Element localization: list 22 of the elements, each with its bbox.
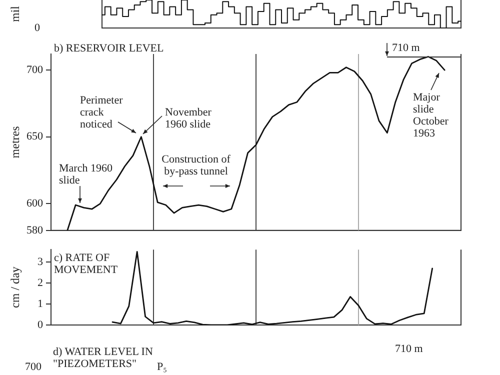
text: P₅ bbox=[157, 361, 167, 373]
chart-title: b) RESERVOIR LEVEL bbox=[54, 42, 164, 54]
y-tick-label: 650 bbox=[26, 130, 44, 143]
y-tick-label: 1 bbox=[38, 298, 43, 310]
annotation: Construction of by-pass tunnel bbox=[162, 153, 231, 178]
text: 710 m bbox=[392, 42, 420, 54]
y-tick-label: 700 bbox=[26, 64, 44, 76]
annotation: Perimeter crack noticed bbox=[80, 94, 124, 130]
text: 710 m bbox=[395, 343, 423, 355]
text: d) WATER LEVEL IN "PIEZOMETERS" bbox=[53, 346, 153, 370]
y-tick-label: 580 bbox=[26, 224, 44, 236]
text: c) RATE OF MOVEMENT bbox=[54, 252, 118, 276]
annotation: March 1960 slide bbox=[59, 162, 113, 186]
y-axis-title: mil bbox=[8, 5, 22, 22]
y-axis-title: cm / day bbox=[8, 266, 22, 308]
annotation: November 1960 slide bbox=[165, 106, 212, 130]
y-tick-label: 3 bbox=[38, 256, 44, 268]
y-axis-title: metres bbox=[8, 126, 22, 158]
annotation: Major slide October 1963 bbox=[413, 91, 449, 140]
y-tick-label: 2 bbox=[38, 277, 43, 289]
y-tick-label: 0 bbox=[38, 318, 44, 331]
y-tick-label: 600 bbox=[26, 198, 44, 210]
